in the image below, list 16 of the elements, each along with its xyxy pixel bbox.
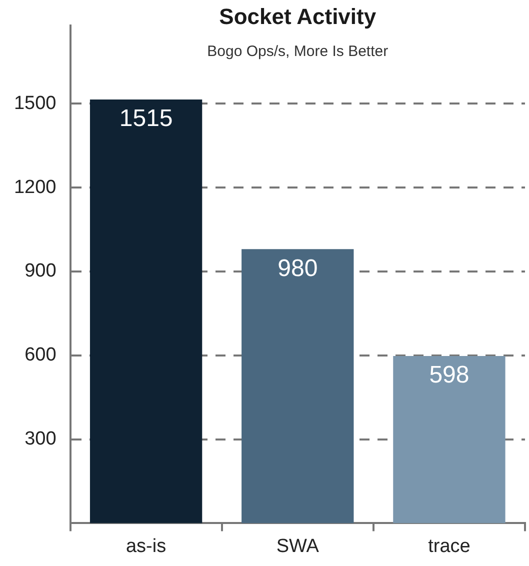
y-tick-label: 600 xyxy=(24,344,56,366)
bar xyxy=(393,356,506,524)
y-tick-label: 1500 xyxy=(14,92,56,114)
y-tick-label: 300 xyxy=(24,428,56,450)
x-tick-label: trace xyxy=(428,536,470,557)
y-tick-label: 1200 xyxy=(14,176,56,198)
data-label: 598 xyxy=(429,362,470,389)
text: Bogo Ops/s, More Is Better xyxy=(207,43,388,60)
y-tick-label: 900 xyxy=(24,260,56,282)
bar xyxy=(242,249,354,524)
x-tick-label: as-is xyxy=(126,536,166,557)
x-tick-label: SWA xyxy=(276,536,320,557)
chart-title: Socket Activity xyxy=(219,4,377,30)
data-label: 1515 xyxy=(119,105,173,132)
bar xyxy=(90,100,202,524)
data-label: 980 xyxy=(278,254,318,282)
